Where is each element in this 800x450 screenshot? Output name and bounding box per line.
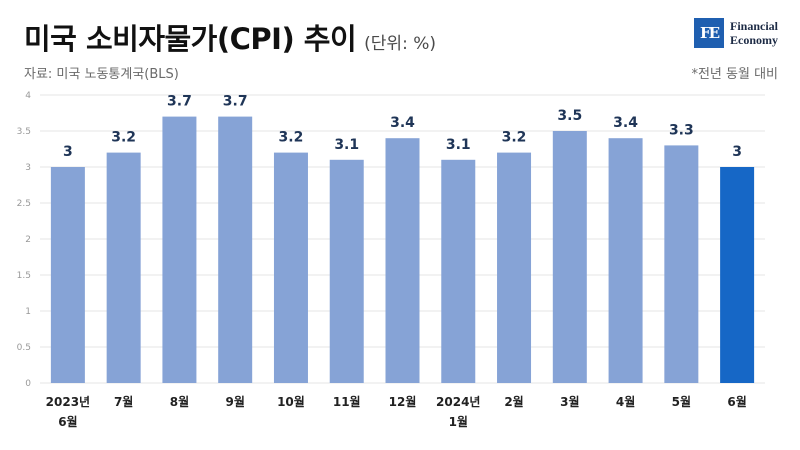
value-label: 3	[732, 144, 742, 160]
x-tick-label: 2월	[504, 394, 523, 409]
x-tick-label: 9월	[225, 394, 244, 409]
source-label: 자료: 미국 노동통계국(BLS)	[24, 67, 179, 82]
bar	[329, 159, 364, 383]
bar	[106, 152, 141, 383]
value-label: 3.2	[502, 130, 527, 146]
x-tick-label: 6월	[58, 414, 77, 429]
bar	[385, 138, 420, 383]
bar	[50, 167, 85, 383]
value-label: 3.1	[446, 137, 471, 153]
value-label: 3.5	[557, 108, 582, 124]
value-label: 3.2	[111, 130, 136, 146]
logo-line-2: Economy	[729, 33, 778, 47]
y-tick-label: 3	[25, 163, 31, 173]
y-tick-label: 1	[25, 307, 31, 317]
bar	[497, 152, 532, 383]
x-tick-label: 8월	[170, 394, 189, 409]
x-tick-label: 6월	[727, 394, 746, 409]
value-label: 3.4	[390, 115, 415, 131]
x-tick-label: 3월	[560, 394, 579, 409]
value-label: 3.7	[167, 94, 192, 110]
bar	[273, 152, 308, 383]
chart-title: 미국 소비자물가(CPI) 추이	[24, 22, 357, 56]
bar	[441, 159, 476, 383]
value-label: 3.7	[223, 94, 248, 110]
x-tick-label: 12월	[389, 394, 417, 409]
bar	[608, 138, 643, 383]
value-label: 3.1	[334, 137, 359, 153]
x-tick-label: 11월	[333, 394, 361, 409]
logo-text: Financial Economy	[730, 19, 778, 47]
x-tick-label: 2023년	[46, 395, 90, 409]
bar	[720, 167, 755, 383]
value-label: 3.4	[613, 115, 638, 131]
x-tick-label: 2024년	[436, 395, 480, 409]
title-row: 미국 소비자물가(CPI) 추이 (단위: %)	[24, 16, 436, 56]
bar	[552, 131, 587, 383]
x-tick-label: 7월	[114, 394, 133, 409]
y-tick-label: 0	[25, 379, 31, 389]
value-label: 3	[63, 144, 73, 160]
y-tick-label: 0.5	[17, 343, 31, 353]
bar	[218, 116, 253, 383]
y-tick-label: 1.5	[17, 271, 31, 281]
y-tick-label: 3.5	[17, 127, 31, 137]
x-tick-label: 5월	[672, 394, 691, 409]
x-tick-label: 4월	[616, 394, 635, 409]
brand-logo: FE Financial Economy	[693, 18, 778, 48]
bar	[162, 116, 197, 383]
value-label: 3.2	[279, 130, 304, 146]
y-tick-label: 2.5	[17, 199, 31, 209]
logo-mark-icon: FE	[693, 18, 724, 48]
y-tick-label: 2	[25, 235, 31, 245]
bar	[664, 145, 699, 383]
footnote-label: *전년 동월 대비	[691, 67, 778, 82]
x-tick-label: 10월	[277, 394, 305, 409]
value-label: 3.3	[669, 122, 694, 138]
y-tick-label: 4	[25, 91, 31, 101]
unit-label: (단위: %)	[364, 34, 436, 54]
x-tick-label: 1월	[449, 414, 468, 429]
logo-line-1: Financial	[729, 19, 778, 33]
